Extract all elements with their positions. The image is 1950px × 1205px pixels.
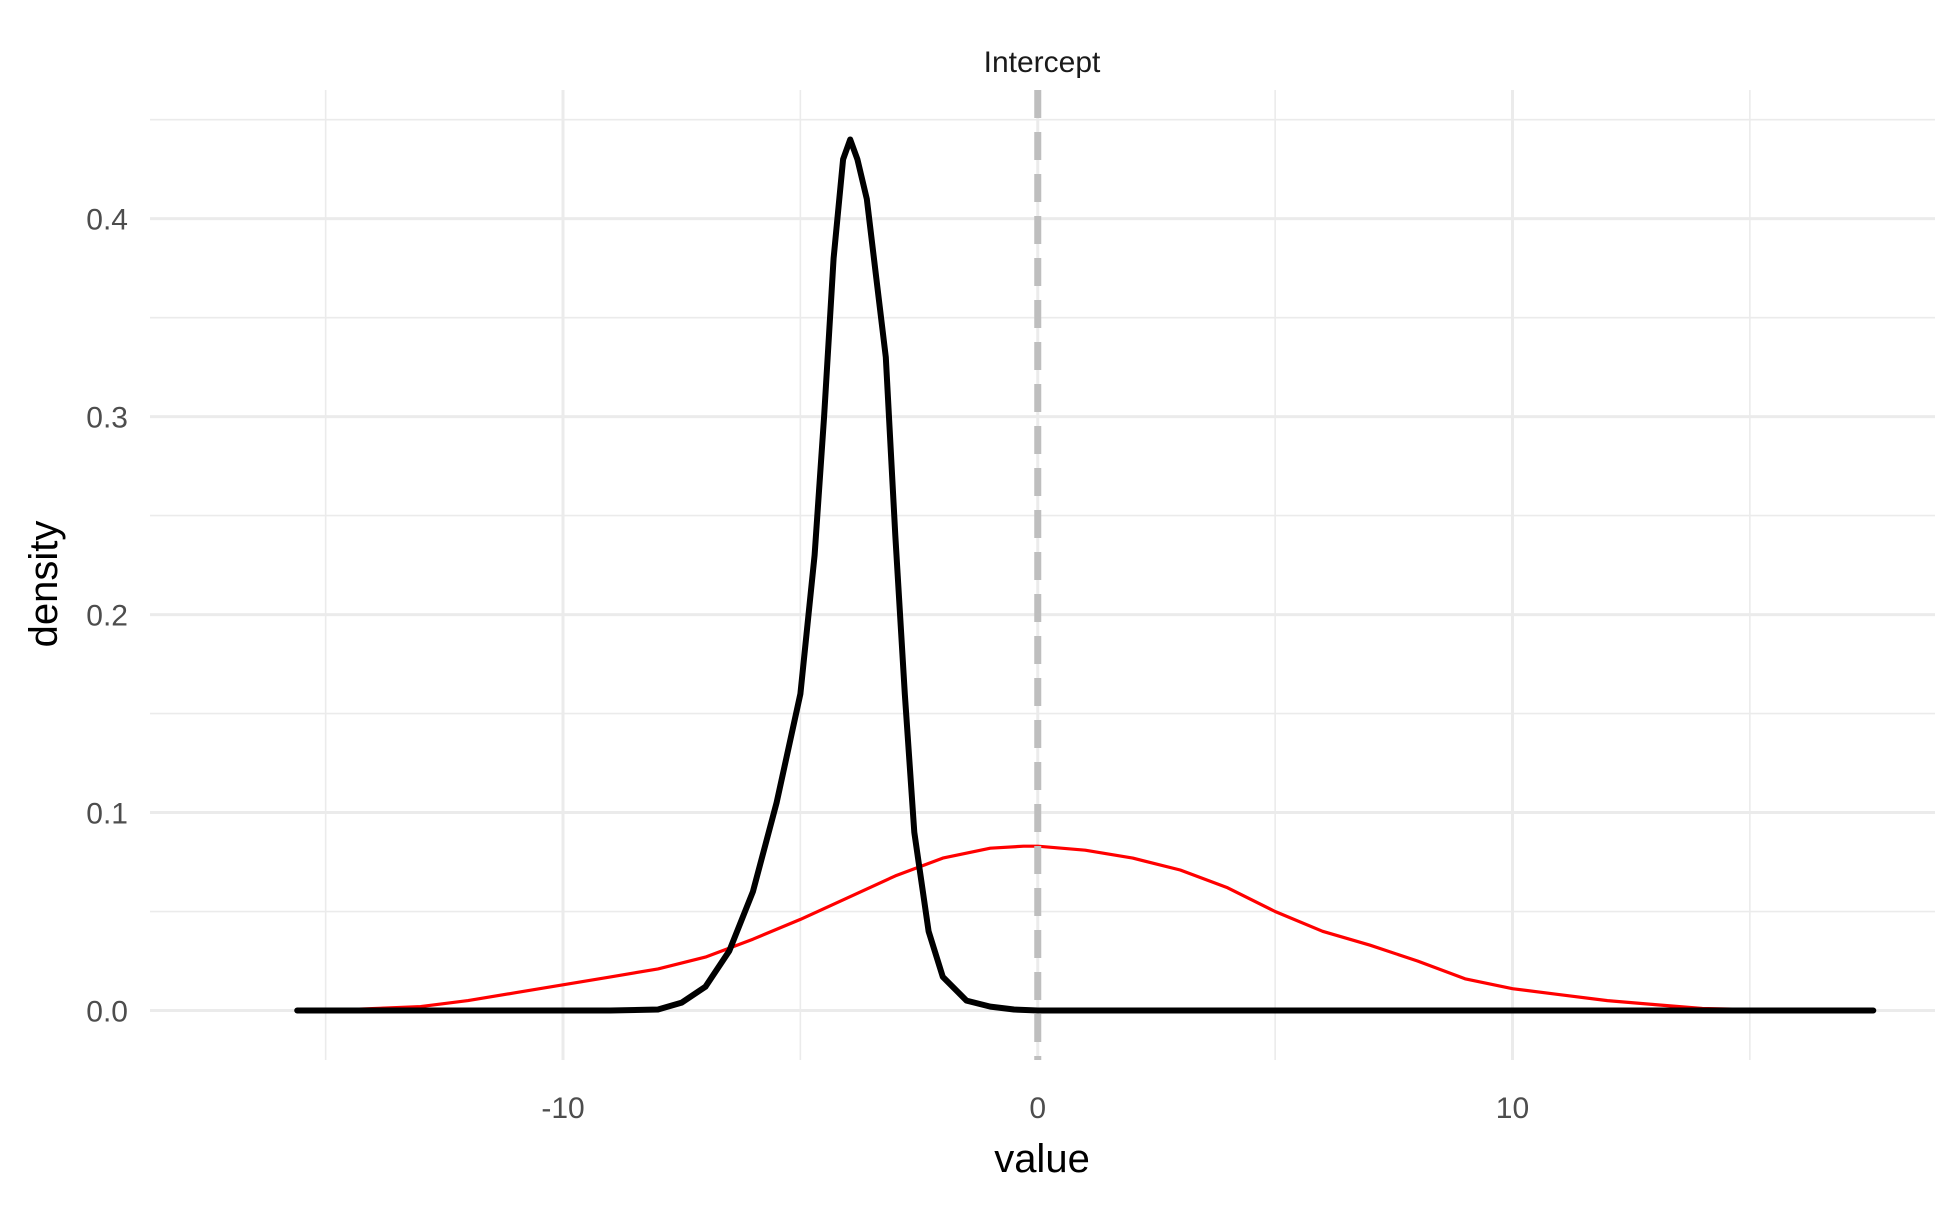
grid-layer [150,90,1935,1060]
y-tick-label: 0.2 [86,600,128,633]
x-tick-label: 10 [1496,1092,1529,1125]
y-tick-label: 0.1 [86,798,128,831]
tick-label-layer: -10 0 10 0.0 0.1 0.2 0.3 0.4 [86,204,1529,1125]
posterior-density-line [294,136,1877,1014]
x-tick-label: 0 [1029,1092,1046,1125]
y-axis-title: density [22,521,66,648]
y-tick-label: 0.4 [86,204,128,237]
x-tick-label: -10 [541,1092,584,1125]
x-axis-title: value [994,1137,1090,1181]
y-tick-label: 0.0 [86,996,128,1029]
prior-density-line [295,844,1875,1013]
series-layer [294,136,1877,1014]
panel-strip-title: Intercept [984,46,1101,79]
y-tick-label: 0.3 [86,402,128,435]
